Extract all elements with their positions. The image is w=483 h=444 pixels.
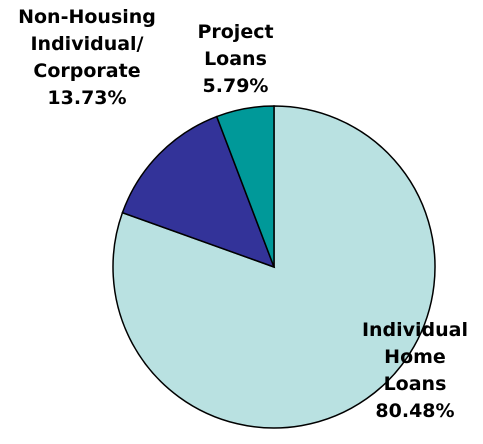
category-name: Individual Home Loans <box>361 319 469 395</box>
value-label: 80.48% <box>375 400 455 422</box>
category-name: Project Loans <box>197 21 274 70</box>
value-label: 13.73% <box>47 87 127 109</box>
pie-slice <box>121 115 276 269</box>
pie-slice <box>215 105 275 268</box>
value-label: 5.79% <box>202 75 269 97</box>
slice-label: Non-Housing Individual/ Corporate 13.73% <box>12 4 162 112</box>
slice-label: Project Loans 5.79% <box>178 19 293 100</box>
category-name: Non-Housing Individual/ Corporate <box>18 6 156 82</box>
slice-label: Individual Home Loans 80.48% <box>350 317 480 425</box>
